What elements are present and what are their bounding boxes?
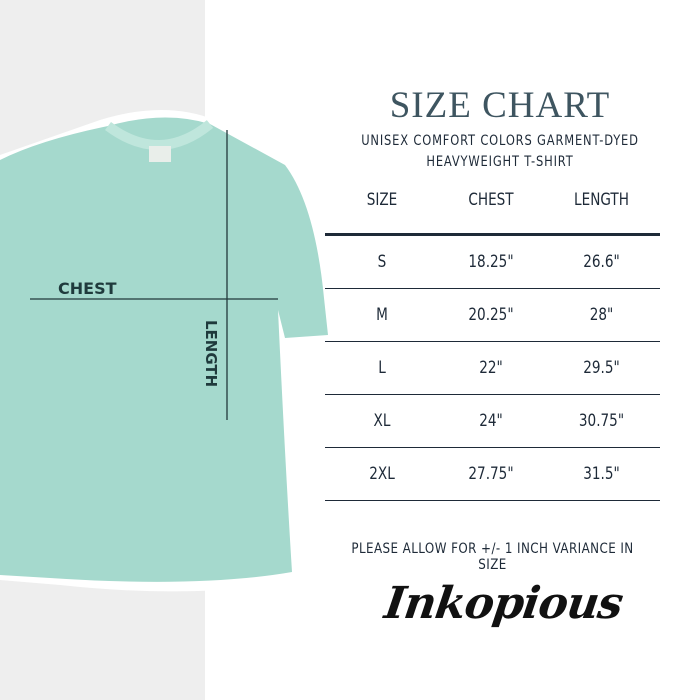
length-cell: 28": [589, 305, 614, 325]
length-cell: 29.5": [583, 358, 620, 378]
header-length: LENGTH: [574, 190, 629, 210]
size-cell: M: [376, 305, 388, 325]
chest-cell: 27.75": [468, 464, 514, 484]
header-chest: CHEST: [468, 190, 514, 210]
header-size: SIZE: [366, 190, 398, 210]
length-cell: 26.6": [583, 252, 620, 272]
chest-cell: 22": [479, 358, 503, 378]
table-row: L 22" 29.5": [325, 342, 660, 395]
size-cell: S: [377, 252, 387, 272]
table-row: 2XL 27.75" 31.5": [325, 448, 660, 501]
shirt-tag: [149, 146, 171, 162]
chest-cell: 24": [479, 411, 503, 431]
variance-note: PLEASE ALLOW FOR +/- 1 INCH VARIANCE IN …: [351, 541, 634, 573]
table-row: S 18.25" 26.6": [325, 236, 660, 289]
size-cell: 2XL: [369, 464, 395, 484]
tshirt-image: [0, 110, 335, 592]
table-header: SIZE CHEST LENGTH: [325, 190, 660, 236]
size-cell: XL: [373, 411, 391, 431]
length-cell: 31.5": [583, 464, 620, 484]
chest-cell: 18.25": [468, 252, 514, 272]
table-row: XL 24" 30.75": [325, 395, 660, 448]
subtitle-line2: HEAVYWEIGHT T-SHIRT: [426, 154, 574, 170]
size-table: SIZE CHEST LENGTH S 18.25" 26.6" M 20.25…: [325, 190, 660, 501]
size-cell: L: [378, 358, 386, 378]
length-cell: 30.75": [578, 411, 625, 431]
page-title: SIZE CHART: [389, 85, 611, 126]
table-row: M 20.25" 28": [325, 289, 660, 342]
brand-logo: Inkopious: [381, 578, 626, 629]
chest-cell: 20.25": [468, 305, 514, 325]
chest-label: CHEST: [58, 279, 117, 298]
length-label: LENGTH: [202, 320, 220, 388]
subtitle-line1: UNISEX COMFORT COLORS GARMENT-DYED: [361, 133, 639, 149]
